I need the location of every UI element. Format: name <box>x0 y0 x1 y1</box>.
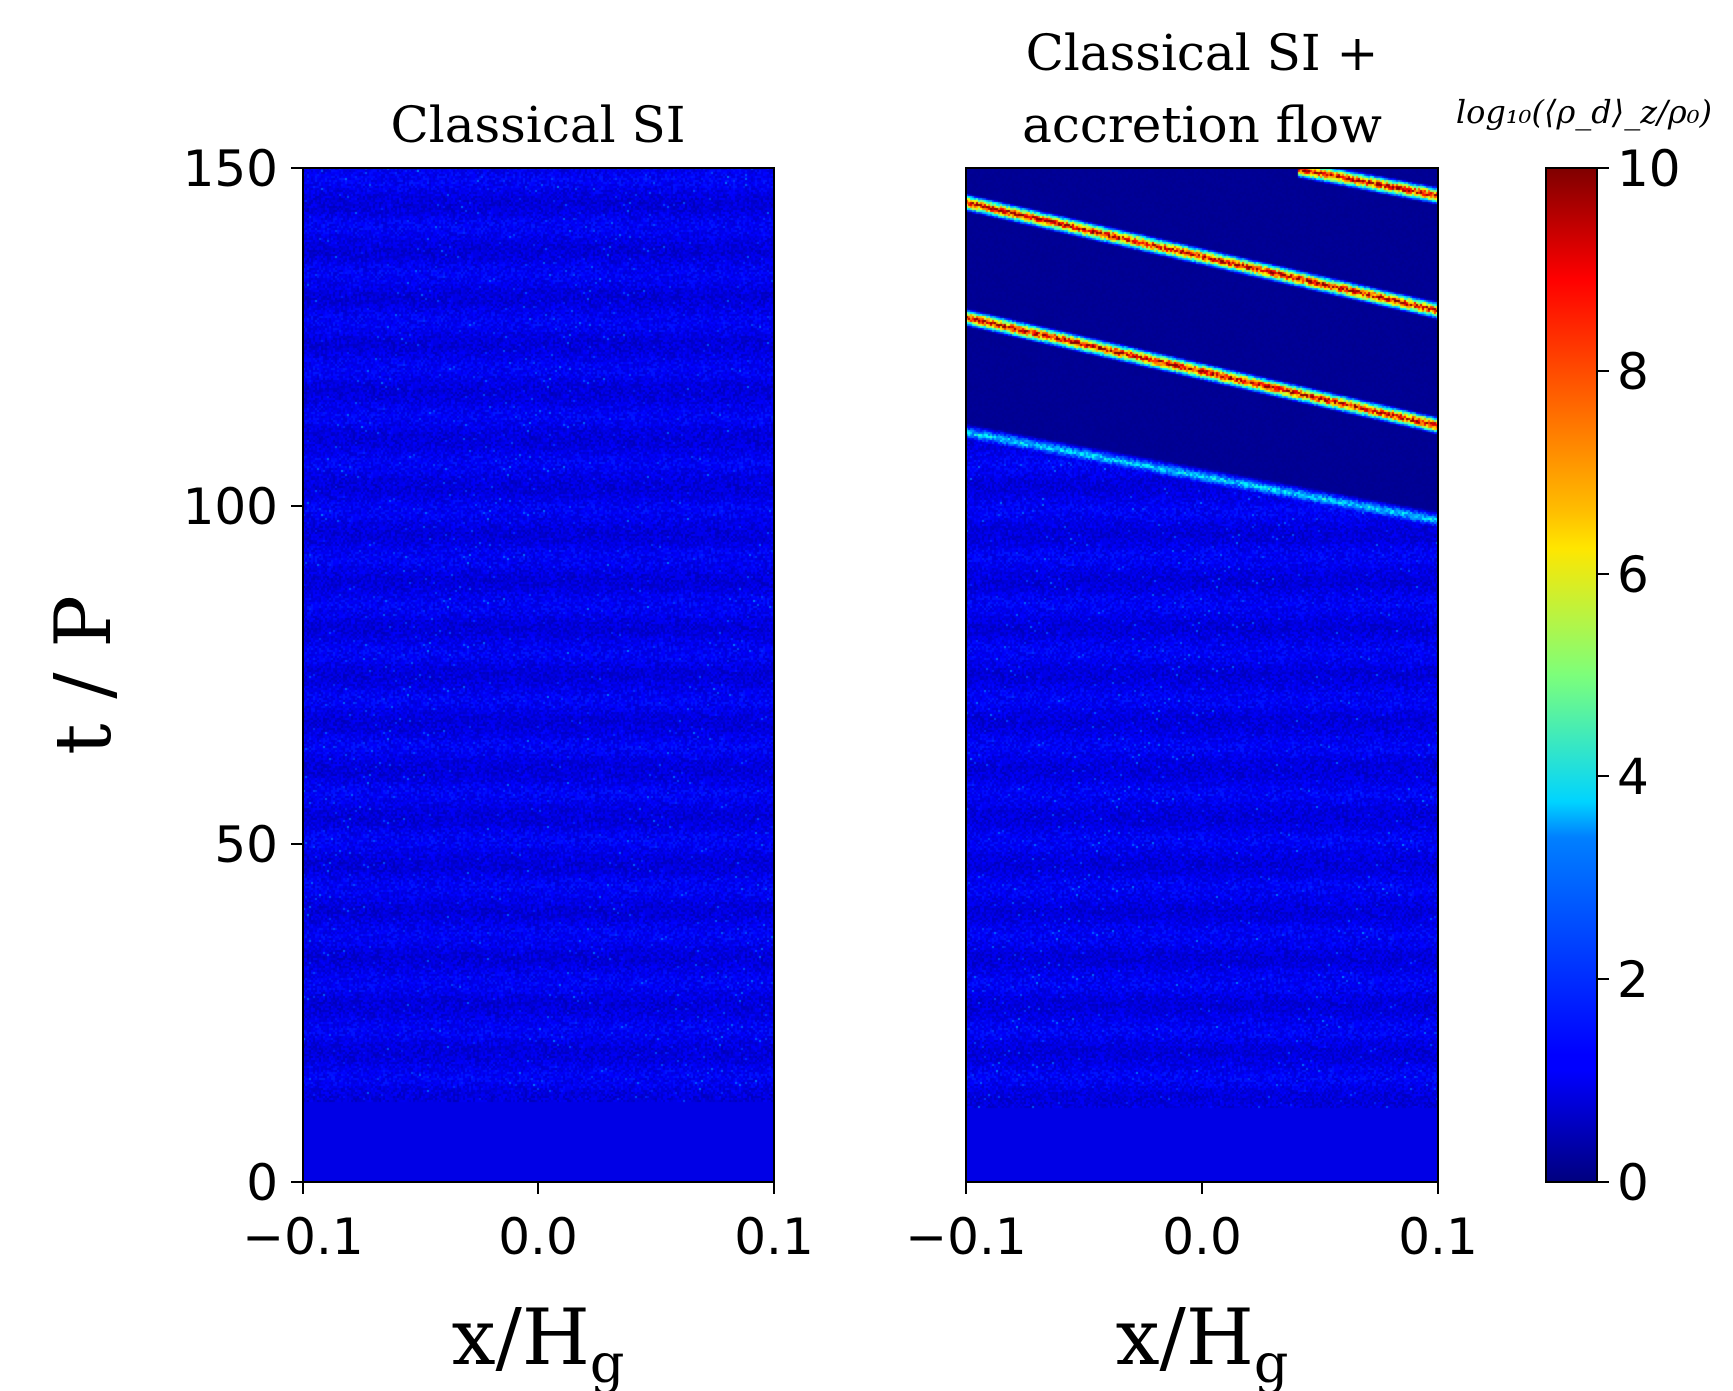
cb-tick-label-4: 4 <box>1617 748 1649 806</box>
left-xtick-label-1: −0.1 <box>242 1208 363 1266</box>
left-xtick-label-2: 0.0 <box>498 1208 578 1266</box>
left-title: Classical SI <box>390 96 685 154</box>
cb-tick-label-6: 6 <box>1617 546 1649 604</box>
y-axis-label: t / P <box>39 595 129 755</box>
colorbar-gradient <box>1545 167 1598 1183</box>
cb-tick-label-10: 10 <box>1617 140 1681 198</box>
right-xtick-label-3: 0.1 <box>1398 1208 1478 1266</box>
cb-tick-label-8: 8 <box>1617 343 1649 401</box>
colorbar: 0 2 4 6 8 10 log₁₀(⟨ρ_d⟩_z/ρ₀) <box>1456 93 1712 1212</box>
right-panel: Classical SI + accretion flow −0.1 0.0 0… <box>905 24 1477 1391</box>
ytick-label-50: 50 <box>214 816 278 874</box>
left-heatmap <box>303 168 774 1182</box>
right-title-line1: Classical SI + <box>1026 24 1379 82</box>
left-xlabel: x/Hg <box>452 1293 625 1391</box>
right-xlabel: x/Hg <box>1116 1293 1289 1391</box>
colorbar-label: log₁₀(⟨ρ_d⟩_z/ρ₀) <box>1456 93 1712 131</box>
right-title-line2: accretion flow <box>1022 96 1382 154</box>
ytick-label-150: 150 <box>183 140 278 198</box>
ytick-label-0: 0 <box>246 1154 278 1212</box>
left-xtick-label-3: 0.1 <box>734 1208 814 1266</box>
cb-tick-label-0: 0 <box>1617 1154 1649 1212</box>
ytick-label-100: 100 <box>183 478 278 536</box>
right-xtick-label-2: 0.0 <box>1162 1208 1242 1266</box>
right-heatmap <box>966 168 1438 1182</box>
right-xtick-label-1: −0.1 <box>905 1208 1026 1266</box>
left-panel: Classical SI 0 50 100 150 −0.1 0.0 0.1 x… <box>39 96 814 1391</box>
cb-tick-label-2: 2 <box>1617 951 1649 1009</box>
